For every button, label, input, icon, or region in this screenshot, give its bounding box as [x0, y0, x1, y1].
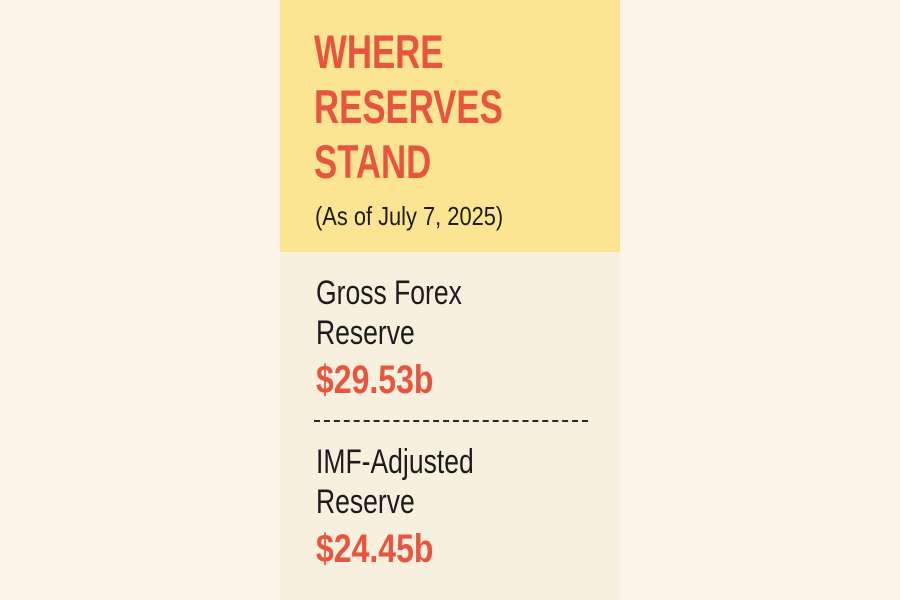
gross-forex-label-line-2: Reserve — [316, 314, 415, 352]
dashed-divider — [314, 420, 588, 422]
title-line-1: WHERE — [314, 25, 444, 78]
gross-forex-label-line-1: Gross Forex — [316, 274, 462, 312]
title-line-2: RESERVES — [314, 80, 503, 133]
title-line-3: STAND — [314, 135, 432, 188]
infographic-header: WHERE RESERVES STAND (As of July 7, 2025… — [280, 0, 620, 252]
reserves-infographic-card: WHERE RESERVES STAND (As of July 7, 2025… — [280, 0, 620, 600]
gross-forex-value: $29.53b — [316, 358, 434, 402]
as-of-date-subtitle: (As of July 7, 2025) — [315, 201, 504, 231]
imf-adjusted-label-line-2: Reserve — [316, 483, 415, 521]
imf-adjusted-value: $24.45b — [316, 527, 434, 571]
imf-adjusted-label-line-1: IMF-Adjusted — [316, 443, 474, 481]
